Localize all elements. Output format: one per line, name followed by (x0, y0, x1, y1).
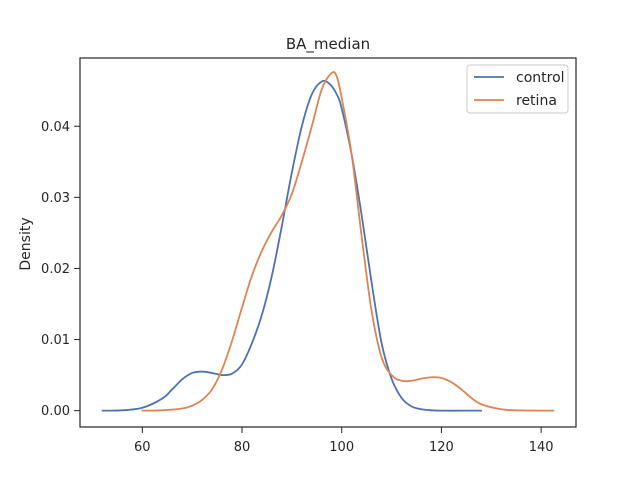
x-tick-label: 140 (529, 440, 554, 455)
plot-frame (79, 57, 577, 428)
legend-label-control: control (516, 70, 565, 86)
y-tick-label: 0.04 (41, 120, 70, 135)
x-tick-label: 60 (134, 440, 151, 455)
x-axis: 60 80 100 120 140 (134, 427, 554, 455)
y-axis: 0.00 0.01 0.02 0.03 0.04 (41, 120, 80, 419)
y-tick-label: 0.01 (41, 333, 70, 348)
legend-label-retina: retina (516, 93, 557, 109)
y-axis-label: Density (18, 217, 34, 270)
x-tick-label: 100 (329, 440, 354, 455)
series-line-control (101, 79, 483, 412)
legend: control retina (466, 64, 569, 114)
plot-area (101, 71, 555, 412)
x-tick-label: 120 (429, 440, 454, 455)
chart-title: BA_median (286, 35, 370, 54)
y-tick-label: 0.00 (41, 404, 70, 419)
series-line-retina (141, 71, 555, 412)
y-tick-label: 0.03 (41, 191, 70, 206)
x-tick-label: 80 (234, 440, 251, 455)
y-tick-label: 0.02 (41, 262, 70, 277)
